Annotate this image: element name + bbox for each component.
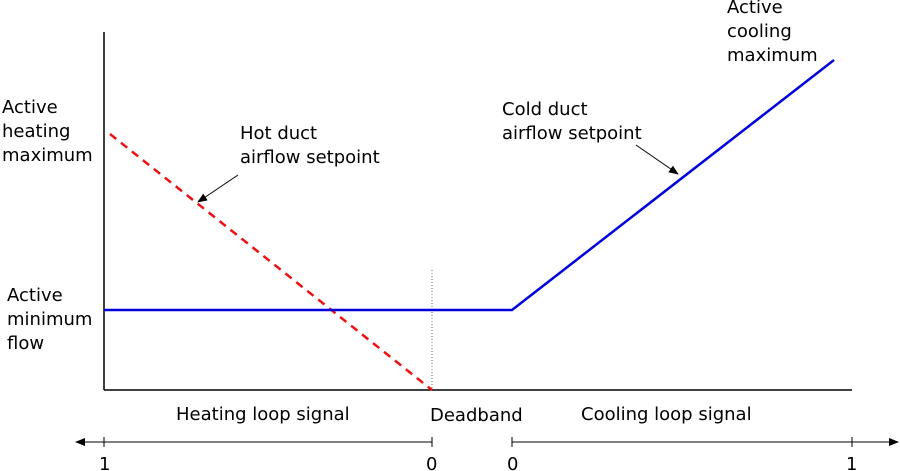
active-cooling-maximum-line-3: maximum <box>727 45 818 66</box>
active-minimum-flow-line-2: minimum <box>7 309 92 330</box>
heating-scale-one: 1 <box>99 454 110 471</box>
heating-loop-signal-label: Heating loop signal <box>176 404 350 425</box>
heating-scale-zero: 0 <box>426 454 437 471</box>
hot-duct-callout-arrow <box>197 174 239 203</box>
active-minimum-flow-line-3: flow <box>7 333 44 354</box>
active-heating-maximum-label: Active heating maximum <box>2 97 93 166</box>
cooling-scale-one: 1 <box>846 454 857 471</box>
active-minimum-flow-line-1: Active <box>7 285 63 306</box>
cooling-loop-signal-label: Cooling loop signal <box>581 404 752 425</box>
active-cooling-maximum-line-2: cooling <box>727 21 792 42</box>
cold-duct-setpoint-label: Cold duct airflow setpoint <box>502 99 642 144</box>
active-heating-maximum-line-2: heating <box>2 121 70 142</box>
hot-duct-setpoint-label: Hot duct airflow setpoint <box>240 123 380 168</box>
active-heating-maximum-line-1: Active <box>2 97 58 118</box>
active-cooling-maximum-label: Active cooling maximum <box>727 0 818 66</box>
cooling-scale-zero: 0 <box>507 454 518 471</box>
hot-duct-setpoint-line-2: airflow setpoint <box>240 147 380 168</box>
cold-duct-setpoint-line <box>104 59 835 312</box>
active-heating-maximum-line-3: maximum <box>2 145 93 166</box>
active-minimum-flow-label: Active minimum flow <box>7 285 98 354</box>
cold-duct-callout-arrow <box>635 144 679 175</box>
cold-duct-setpoint-line-1: Cold duct <box>502 99 588 120</box>
hot-duct-setpoint-line-1: Hot duct <box>240 123 317 144</box>
active-cooling-maximum-line-1: Active <box>727 0 783 18</box>
cold-duct-setpoint-line-2: airflow setpoint <box>502 123 642 144</box>
deadband-label: Deadband <box>430 405 523 426</box>
hot-duct-setpoint-line <box>109 133 433 391</box>
